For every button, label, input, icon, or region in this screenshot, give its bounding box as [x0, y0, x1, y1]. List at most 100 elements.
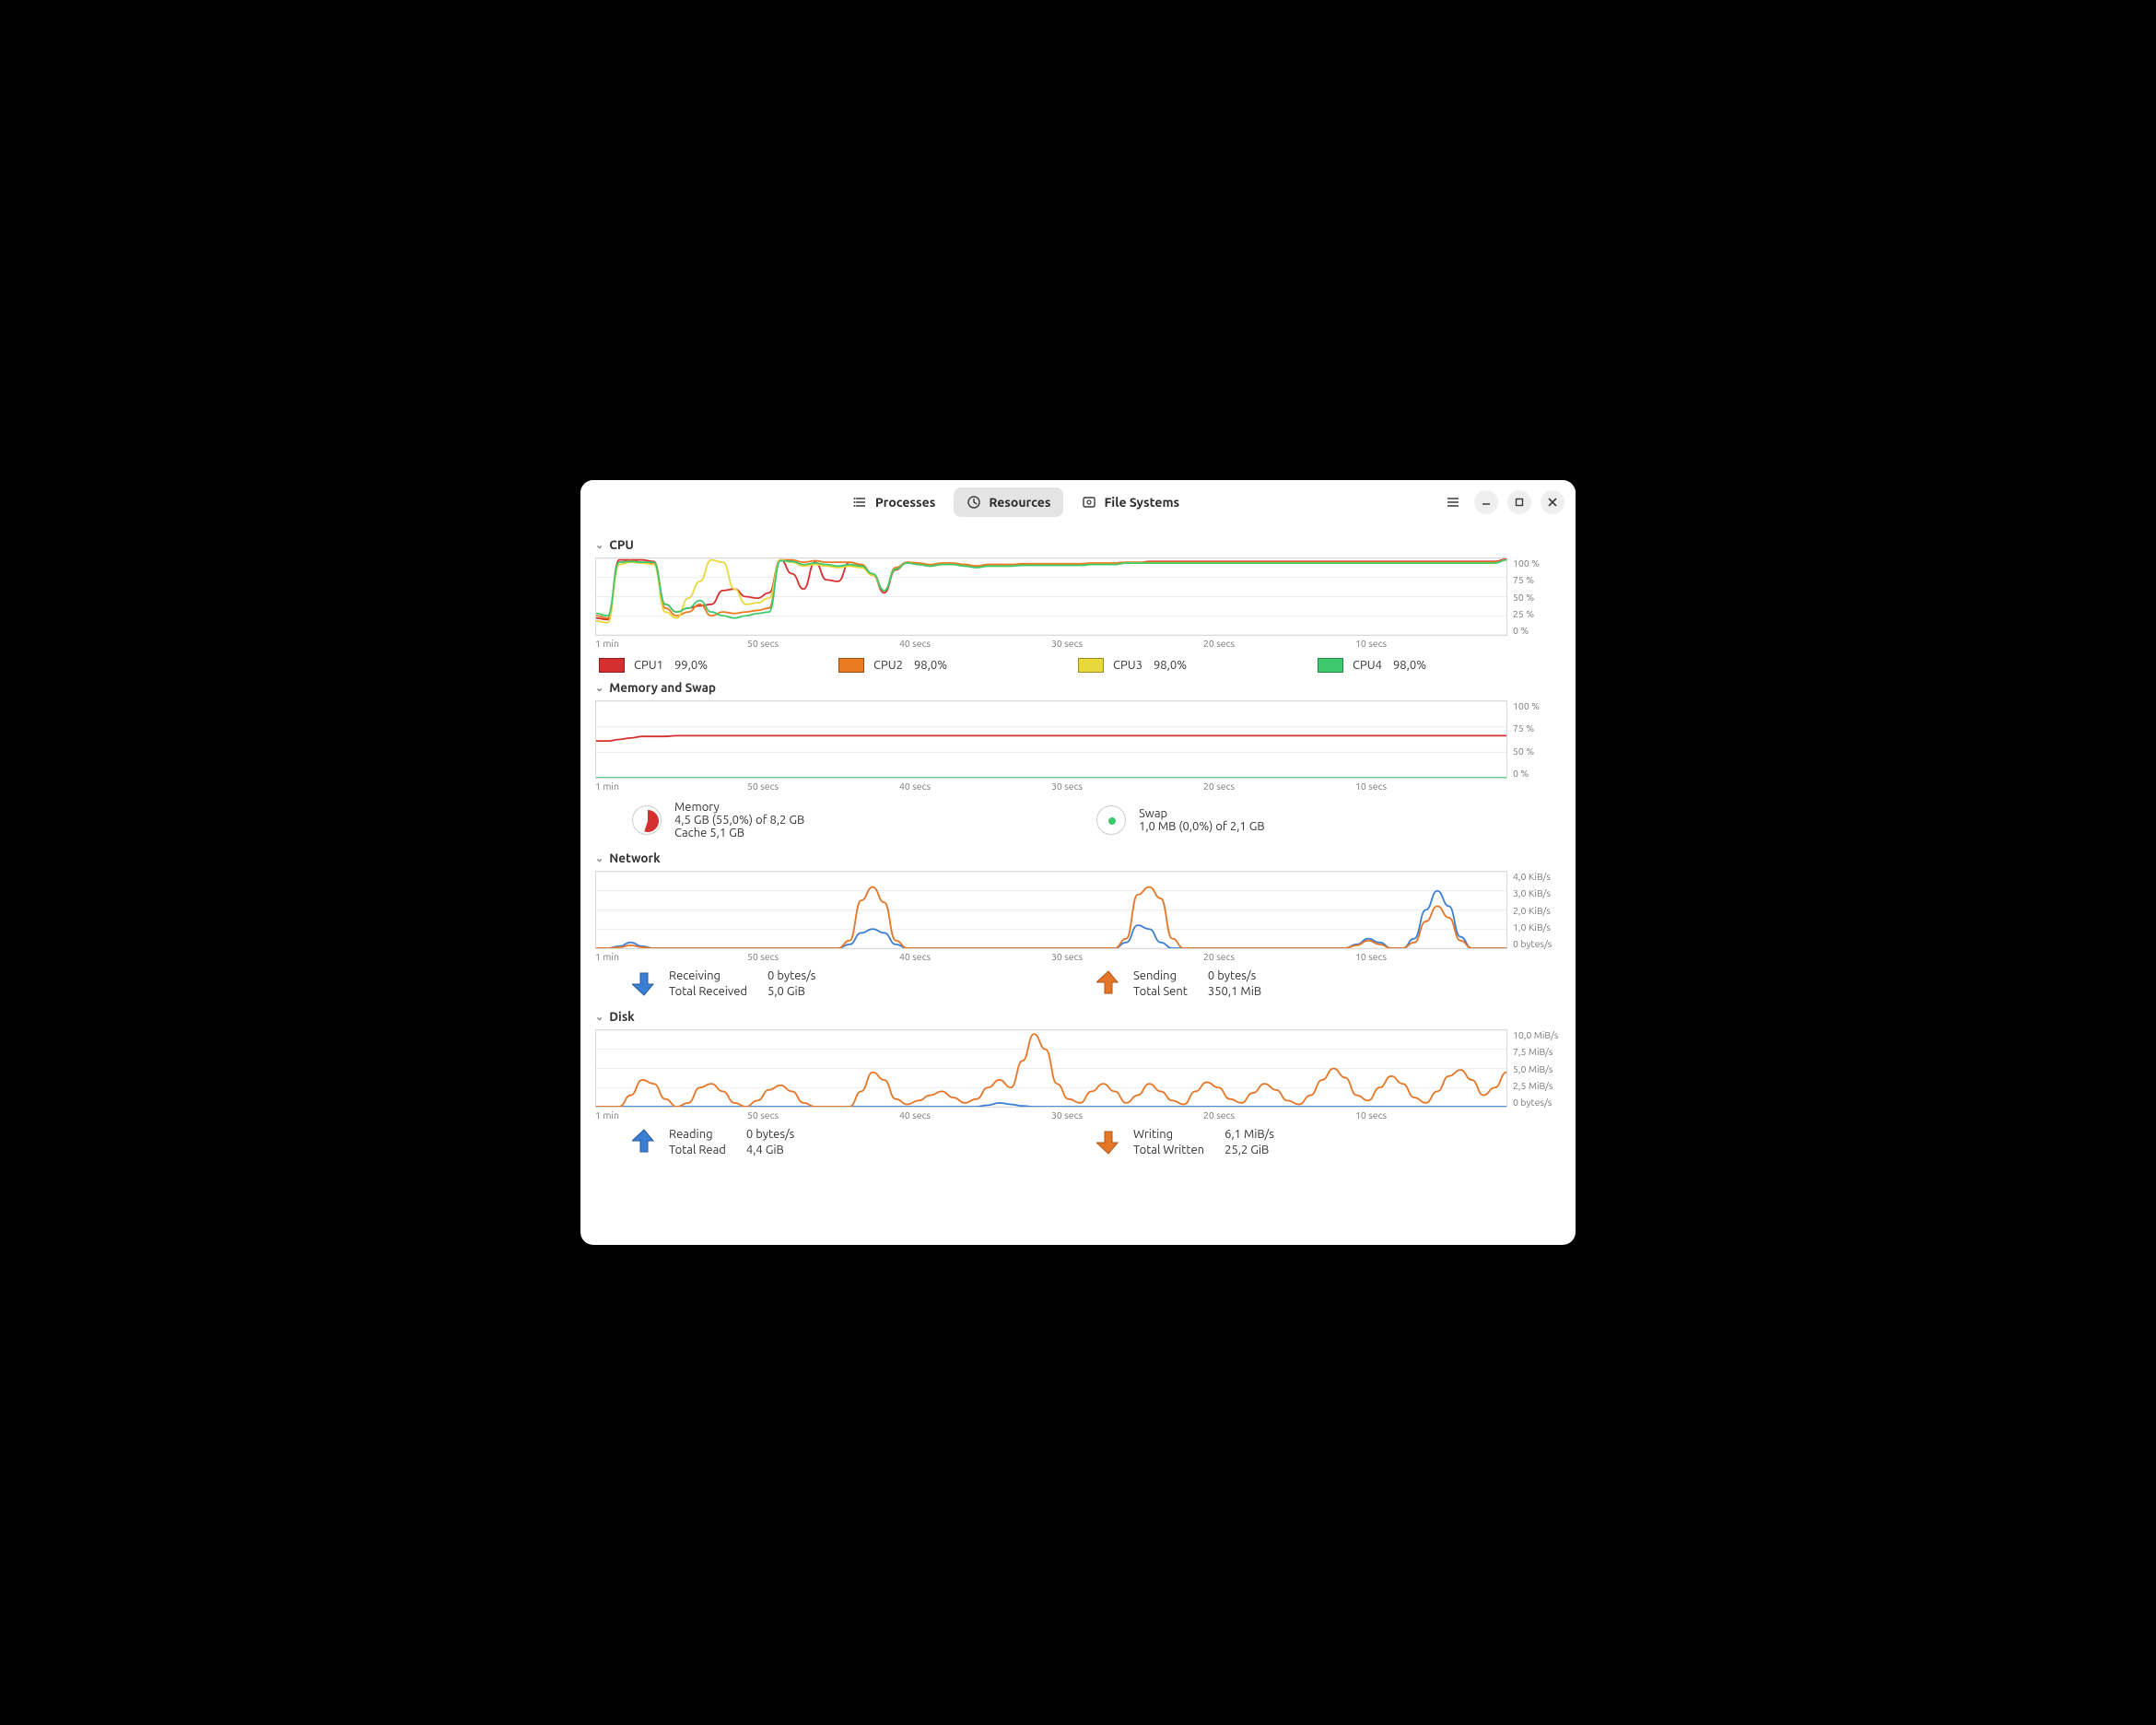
resources-icon	[967, 495, 981, 510]
time-tick: 30 secs	[1051, 951, 1203, 962]
network-y-axis: 4,0 KiB/s 3,0 KiB/s 2,0 KiB/s 1,0 KiB/s 0 by…	[1507, 871, 1561, 949]
read-arrow-icon	[632, 1128, 656, 1156]
hamburger-menu[interactable]	[1441, 490, 1465, 514]
cpu-legend-item[interactable]: CPU199,0%	[599, 658, 838, 673]
time-tick: 20 secs	[1203, 780, 1355, 792]
cpu-value: 99,0%	[674, 659, 708, 672]
memory-cache: Cache 5,1 GB	[674, 827, 804, 839]
color-swatch	[1318, 658, 1343, 673]
color-swatch	[838, 658, 864, 673]
y-tick: 0 %	[1513, 625, 1561, 636]
memory-x-axis: 1 min50 secs40 secs30 secs20 secs10 secs	[595, 780, 1507, 792]
send-label: Sending	[1133, 969, 1188, 982]
chevron-down-icon: ⌄	[595, 539, 603, 551]
memory-y-axis: 100 %75 %50 %0 %	[1507, 700, 1561, 779]
read-total-label: Total Read	[669, 1144, 726, 1156]
network-chart	[595, 871, 1507, 949]
window-controls	[1441, 490, 1564, 514]
y-tick: 50 %	[1513, 745, 1561, 757]
swap-label: Swap	[1139, 807, 1265, 820]
cpu-value: 98,0%	[1154, 659, 1187, 672]
titlebar: Processes Resources File Systems	[580, 480, 1576, 524]
y-tick: 0 bytes/s	[1513, 938, 1561, 949]
filesystems-icon	[1082, 495, 1096, 510]
minimize-button[interactable]	[1474, 490, 1498, 514]
y-tick: 2,0 KiB/s	[1513, 905, 1561, 916]
memory-detail: 4,5 GB (55,0%) of 8,2 GB	[674, 814, 804, 827]
read-total: 4,4 GiB	[746, 1144, 794, 1156]
minimize-icon	[1482, 498, 1491, 507]
time-tick: 1 min	[595, 1109, 747, 1121]
close-button[interactable]	[1541, 490, 1564, 514]
cpu-y-axis: 100 %75 %50 %25 %0 %	[1507, 557, 1561, 636]
y-tick: 1,0 KiB/s	[1513, 921, 1561, 933]
cpu-name: CPU2	[873, 659, 903, 672]
content-area: ⌄ CPU 100 %75 %50 %25 %0 % 1 min50 secs4…	[580, 524, 1576, 1245]
cpu-x-axis: 1 min50 secs40 secs30 secs20 secs10 secs	[595, 638, 1507, 649]
download-arrow-icon	[632, 969, 656, 997]
time-tick: 1 min	[595, 951, 747, 962]
cpu-section-header[interactable]: ⌄ CPU	[595, 537, 1561, 552]
tab-label: File Systems	[1104, 495, 1179, 510]
disk-reading: Reading 0 bytes/s Total Read 4,4 GiB	[632, 1128, 1096, 1156]
memory-chart	[595, 700, 1507, 779]
time-tick: 10 secs	[1355, 638, 1507, 649]
chevron-down-icon: ⌄	[595, 682, 603, 694]
disk-writing: Writing 6,1 MiB/s Total Written 25,2 GiB	[1096, 1128, 1561, 1156]
y-tick: 50 %	[1513, 592, 1561, 603]
y-tick: 3,0 KiB/s	[1513, 887, 1561, 898]
time-tick: 30 secs	[1051, 638, 1203, 649]
upload-arrow-icon	[1096, 969, 1120, 997]
y-tick: 0 bytes/s	[1513, 1097, 1561, 1108]
cpu-value: 98,0%	[914, 659, 947, 672]
time-tick: 50 secs	[747, 951, 899, 962]
y-tick: 5,0 MiB/s	[1513, 1063, 1561, 1074]
y-tick: 100 %	[1513, 700, 1561, 711]
section-title: Disk	[609, 1009, 635, 1024]
tab-label: Processes	[875, 495, 936, 510]
read-rate: 0 bytes/s	[746, 1128, 794, 1141]
chevron-down-icon: ⌄	[595, 852, 603, 864]
disk-y-axis: 10,0 MiB/s7,5 MiB/s5,0 MiB/s2,5 MiB/s0 b…	[1507, 1029, 1561, 1108]
y-tick: 10,0 MiB/s	[1513, 1029, 1561, 1040]
tab-processes[interactable]: Processes	[840, 487, 949, 517]
read-label: Reading	[669, 1128, 726, 1141]
y-tick: 4,0 KiB/s	[1513, 871, 1561, 882]
cpu-legend-item[interactable]: CPU498,0%	[1318, 658, 1557, 673]
cpu-legend-item[interactable]: CPU2 98,0%	[838, 658, 1078, 673]
time-tick: 40 secs	[899, 951, 1051, 962]
write-arrow-icon	[1096, 1128, 1120, 1156]
write-label: Writing	[1133, 1128, 1204, 1141]
memory-pie-icon	[632, 805, 662, 835]
time-tick: 50 secs	[747, 1109, 899, 1121]
time-tick: 40 secs	[899, 780, 1051, 792]
section-title: Network	[609, 851, 660, 865]
time-tick: 40 secs	[899, 638, 1051, 649]
disk-section-header[interactable]: ⌄ Disk	[595, 1009, 1561, 1024]
network-sending: Sending 0 bytes/s Total Sent 350,1 MiB	[1096, 969, 1561, 998]
cpu-legend-item[interactable]: CPU398,0%	[1078, 658, 1318, 673]
disk-chart	[595, 1029, 1507, 1108]
maximize-button[interactable]	[1507, 490, 1531, 514]
tab-resources[interactable]: Resources	[954, 487, 1063, 517]
section-title: Memory and Swap	[609, 680, 716, 695]
time-tick: 20 secs	[1203, 951, 1355, 962]
y-tick: 0 %	[1513, 768, 1561, 779]
memory-section-header[interactable]: ⌄ Memory and Swap	[595, 680, 1561, 695]
y-tick: 2,5 MiB/s	[1513, 1080, 1561, 1091]
swap-pie-icon	[1096, 805, 1126, 835]
tab-filesystems[interactable]: File Systems	[1069, 487, 1192, 517]
cpu-name: CPU4	[1353, 659, 1382, 672]
network-section-header[interactable]: ⌄ Network	[595, 851, 1561, 865]
processes-icon	[853, 495, 868, 510]
disk-x-axis: 1 min50 secs40 secs30 secs20 secs10 secs	[595, 1109, 1507, 1121]
recv-rate: 0 bytes/s	[767, 969, 815, 982]
color-swatch	[599, 658, 625, 673]
write-rate: 6,1 MiB/s	[1224, 1128, 1274, 1141]
tab-label: Resources	[989, 495, 1050, 510]
y-tick: 75 %	[1513, 574, 1561, 585]
y-tick: 25 %	[1513, 608, 1561, 619]
maximize-icon	[1515, 498, 1524, 507]
close-icon	[1548, 498, 1557, 507]
time-tick: 10 secs	[1355, 1109, 1507, 1121]
